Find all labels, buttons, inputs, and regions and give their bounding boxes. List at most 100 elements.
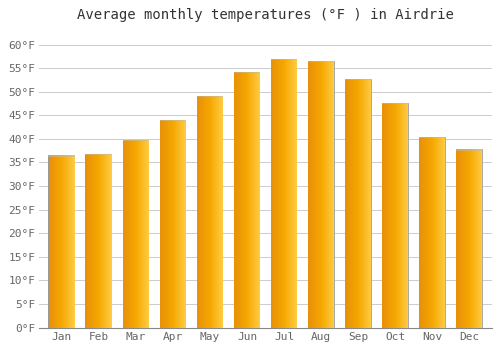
Bar xyxy=(160,120,186,121)
Bar xyxy=(257,72,258,328)
Bar xyxy=(421,136,422,328)
Bar xyxy=(400,103,402,328)
Bar xyxy=(104,154,105,328)
Bar xyxy=(364,79,365,328)
Bar xyxy=(358,79,359,328)
Bar xyxy=(66,155,67,328)
Bar xyxy=(204,96,206,328)
Bar xyxy=(135,140,136,328)
Bar xyxy=(140,140,141,328)
Bar xyxy=(437,136,438,328)
Bar xyxy=(138,140,139,328)
Bar xyxy=(173,120,174,328)
Bar xyxy=(134,140,135,328)
Bar xyxy=(331,61,332,328)
Bar xyxy=(469,149,470,328)
Bar xyxy=(61,155,62,328)
Bar xyxy=(59,155,60,328)
Bar xyxy=(196,96,224,97)
Bar xyxy=(316,61,317,328)
Bar xyxy=(388,103,390,328)
Bar xyxy=(126,140,127,328)
Bar xyxy=(170,120,171,328)
Bar xyxy=(54,155,55,328)
Bar xyxy=(103,154,104,328)
Bar xyxy=(241,72,242,328)
Bar xyxy=(174,120,175,328)
Bar xyxy=(438,136,439,328)
Bar xyxy=(172,120,173,328)
Bar xyxy=(88,154,89,328)
Bar xyxy=(185,120,186,328)
Bar xyxy=(50,155,51,328)
Bar xyxy=(350,79,351,328)
Bar xyxy=(330,61,331,328)
Bar xyxy=(406,103,408,328)
Bar xyxy=(175,120,176,328)
Bar xyxy=(256,72,257,328)
Bar xyxy=(283,59,284,328)
Bar xyxy=(365,79,366,328)
Bar xyxy=(122,140,149,141)
Bar xyxy=(253,72,254,328)
Bar xyxy=(234,72,260,74)
Bar xyxy=(218,96,220,328)
Bar xyxy=(252,72,253,328)
Bar xyxy=(392,103,394,328)
Bar xyxy=(177,120,178,328)
Bar xyxy=(133,140,134,328)
Bar xyxy=(445,136,446,328)
Bar xyxy=(274,59,275,328)
Bar xyxy=(142,140,143,328)
Bar xyxy=(123,140,124,328)
Bar xyxy=(296,59,297,328)
Bar xyxy=(255,72,256,328)
Bar xyxy=(179,120,180,328)
Bar xyxy=(422,136,423,328)
Bar xyxy=(463,149,464,328)
Bar xyxy=(236,72,237,328)
Bar xyxy=(279,59,280,328)
Bar xyxy=(480,149,481,328)
Bar xyxy=(220,96,222,328)
Bar xyxy=(49,155,50,328)
Bar xyxy=(222,96,224,328)
Bar xyxy=(332,61,333,328)
Bar xyxy=(345,79,372,81)
Bar xyxy=(349,79,350,328)
Bar xyxy=(479,149,480,328)
Bar xyxy=(368,79,369,328)
Bar xyxy=(426,136,427,328)
Bar xyxy=(280,59,281,328)
Bar xyxy=(427,136,428,328)
Bar xyxy=(65,155,66,328)
Bar xyxy=(178,120,179,328)
Bar xyxy=(167,120,168,328)
Bar xyxy=(93,154,94,328)
Bar xyxy=(308,61,309,328)
Bar xyxy=(144,140,145,328)
Bar xyxy=(275,59,276,328)
Bar xyxy=(357,79,358,328)
Bar xyxy=(456,149,457,328)
Bar xyxy=(102,154,103,328)
Bar xyxy=(216,96,218,328)
Bar xyxy=(292,59,293,328)
Bar xyxy=(290,59,291,328)
Bar xyxy=(71,155,72,328)
Bar xyxy=(398,103,400,328)
Bar xyxy=(353,79,354,328)
Bar xyxy=(345,79,346,328)
Bar xyxy=(482,149,483,328)
Bar xyxy=(276,59,277,328)
Bar xyxy=(317,61,318,328)
Bar xyxy=(184,120,185,328)
Bar xyxy=(109,154,110,328)
Bar xyxy=(291,59,292,328)
Bar xyxy=(288,59,289,328)
Bar xyxy=(166,120,167,328)
Bar xyxy=(297,59,298,328)
Bar xyxy=(333,61,334,328)
Bar xyxy=(311,61,312,328)
Bar xyxy=(57,155,58,328)
